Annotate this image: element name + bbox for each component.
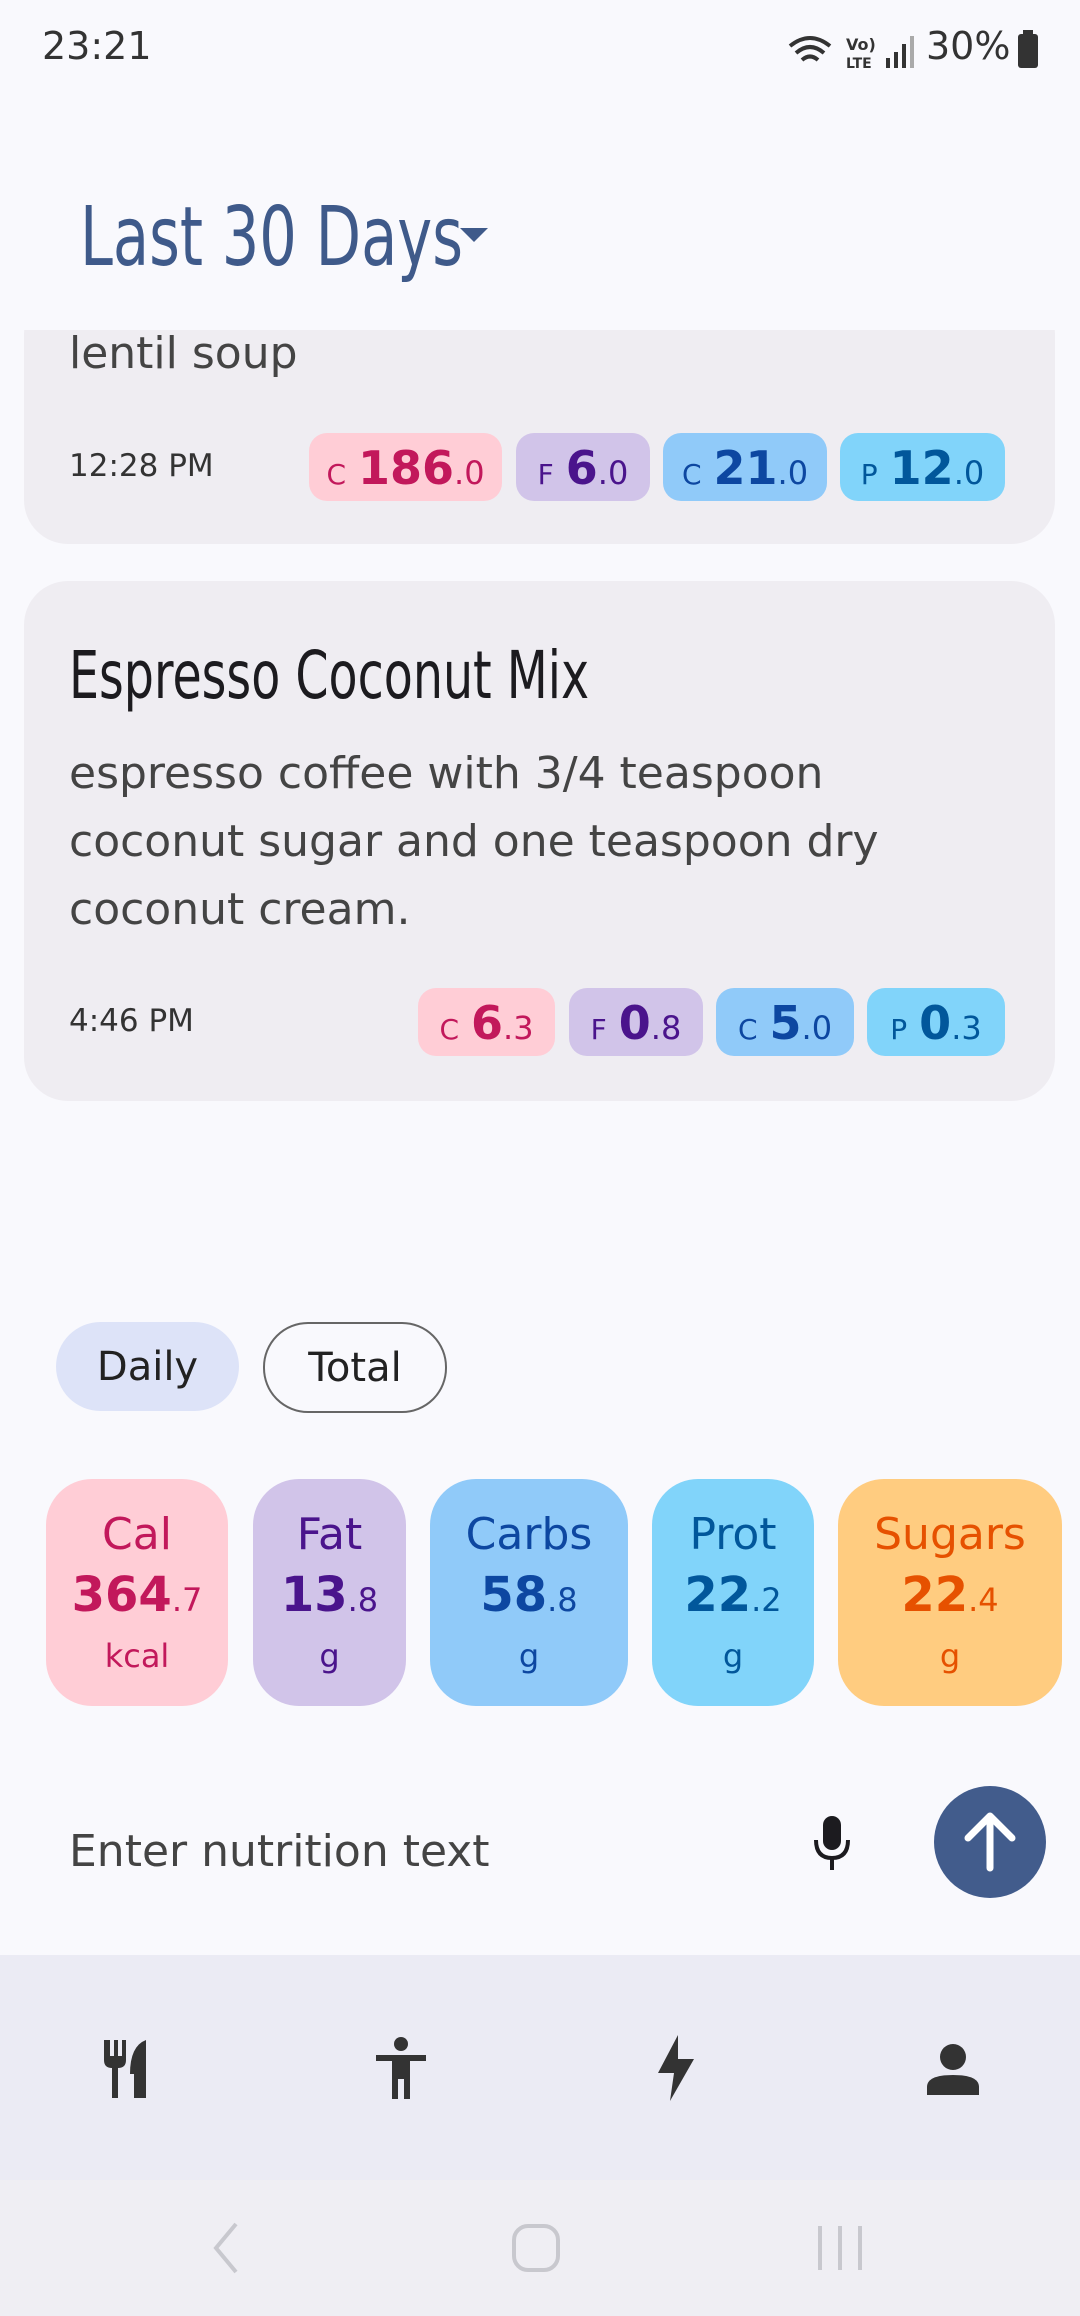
summary-int: 364 — [71, 1567, 172, 1623]
badge-int: 12 — [889, 441, 954, 495]
entry-description: espresso coffee with 3/4 teaspoon coconu… — [69, 748, 879, 935]
nav-food[interactable] — [100, 2040, 152, 2098]
summary-card: Cal 364.7 kcal — [46, 1479, 228, 1706]
summary-int: 58 — [480, 1567, 548, 1623]
summary-unit: g — [319, 1637, 340, 1675]
summary-unit: g — [939, 1637, 961, 1675]
badge-label: F — [537, 458, 554, 491]
summary-card: Fat 13.8 g — [253, 1479, 406, 1706]
toggle-total[interactable]: Total — [263, 1322, 447, 1413]
macro-badge: P 12.0 — [840, 433, 1005, 501]
summary-int: 22 — [901, 1567, 969, 1623]
summary-int: 22 — [684, 1567, 752, 1623]
badge-label: P — [890, 1013, 908, 1046]
badge-label: C — [439, 1013, 459, 1046]
nav-activity[interactable] — [374, 2037, 428, 2099]
summary-dec: .7 — [171, 1581, 203, 1619]
summary-value: 58.8 — [430, 1567, 628, 1623]
status-icons: Vo) LTE — [788, 35, 914, 72]
badge-dec: .0 — [597, 454, 629, 492]
bottom-nav — [0, 1955, 1080, 2180]
badge-int: 6 — [471, 996, 504, 1050]
badge-label: F — [590, 1013, 607, 1046]
badge-int: 21 — [713, 441, 778, 495]
badge-label: C — [737, 1013, 758, 1046]
entry-card[interactable]: lentil soup 12:28 PM C 186.0 F 6.0 C 21.0 P 12.… — [24, 290, 1055, 544]
summary-card: Prot 22.2 g — [652, 1479, 814, 1706]
summary-name: Cal — [102, 1509, 172, 1560]
badge-dec: .0 — [454, 454, 485, 492]
battery-text: 30% — [926, 24, 1011, 68]
badge-label: C — [326, 458, 346, 491]
summary-name: Fat — [296, 1509, 363, 1560]
badge-dec: .3 — [503, 1009, 534, 1047]
summary-value: 22.2 — [652, 1567, 814, 1623]
send-button[interactable] — [934, 1786, 1046, 1898]
badge-dec: .0 — [953, 454, 985, 492]
badge-int: 5 — [769, 996, 802, 1050]
badge-label: P — [860, 458, 878, 491]
svg-text:Vo): Vo) — [846, 35, 876, 54]
summary-dec: .8 — [347, 1581, 379, 1619]
summary-card: Carbs 58.8 g — [430, 1479, 628, 1706]
system-buttons[interactable] — [210, 2220, 890, 2276]
header-title[interactable]: Last 30 Days — [80, 190, 463, 285]
summary-name: Sugars — [874, 1509, 1026, 1560]
badge-int: 186 — [358, 441, 455, 495]
macro-badge: F 6.0 — [516, 433, 650, 501]
battery-icon — [1018, 30, 1038, 68]
summary-name: Carbs — [465, 1509, 593, 1560]
summary-int: 13 — [280, 1567, 348, 1623]
summary-value: 22.4 — [838, 1567, 1062, 1623]
entry-time: 4:46 PM — [69, 1003, 194, 1039]
macro-badge: C 21.0 — [663, 433, 827, 501]
macro-badge: C 5.0 — [716, 988, 854, 1056]
entry-card[interactable]: Espresso Coconut Mix espresso coffee wit… — [24, 581, 1055, 1101]
badge-dec: .0 — [801, 1009, 833, 1047]
badge-dec: .0 — [777, 454, 809, 492]
summary-card: Sugars 22.4 g — [838, 1479, 1062, 1706]
entry-time: 12:28 PM — [69, 448, 214, 484]
summary-value: 13.8 — [253, 1567, 406, 1623]
nav-quick[interactable] — [654, 2035, 698, 2101]
entry-description: lentil soup — [69, 328, 298, 379]
macro-badge: C 186.0 — [309, 433, 502, 501]
summary-dec: .4 — [968, 1581, 999, 1619]
input-placeholder[interactable]: Enter nutrition text — [69, 1826, 490, 1877]
macro-badge: C 6.3 — [418, 988, 555, 1056]
summary-dec: .8 — [547, 1581, 578, 1619]
header-bg: Last 30 Days — [0, 0, 1080, 330]
mic-button[interactable] — [810, 1814, 854, 1874]
summary-name: Prot — [689, 1509, 777, 1560]
macro-badge: P 0.3 — [867, 988, 1005, 1056]
summary-unit: g — [518, 1637, 540, 1675]
toggle-daily[interactable]: Daily — [56, 1322, 239, 1411]
badge-int: 6 — [565, 441, 598, 495]
dropdown-arrow[interactable] — [460, 228, 488, 244]
summary-unit: g — [722, 1637, 744, 1675]
macro-badge: F 0.8 — [569, 988, 703, 1056]
clock: 23:21 — [42, 24, 152, 68]
entry-title: Espresso Coconut Mix — [69, 637, 590, 714]
badge-dec: .8 — [650, 1009, 682, 1047]
summary-value: 364.7 — [46, 1567, 228, 1623]
summary-dec: .2 — [751, 1581, 782, 1619]
badge-dec: .3 — [951, 1009, 982, 1047]
badge-label: C — [681, 458, 702, 491]
badge-int: 0 — [919, 996, 952, 1050]
system-nav — [0, 2180, 1080, 2316]
summary-unit: kcal — [104, 1637, 170, 1675]
nav-profile[interactable] — [927, 2043, 979, 2095]
badge-int: 0 — [618, 996, 651, 1050]
svg-text:LTE: LTE — [846, 56, 872, 72]
